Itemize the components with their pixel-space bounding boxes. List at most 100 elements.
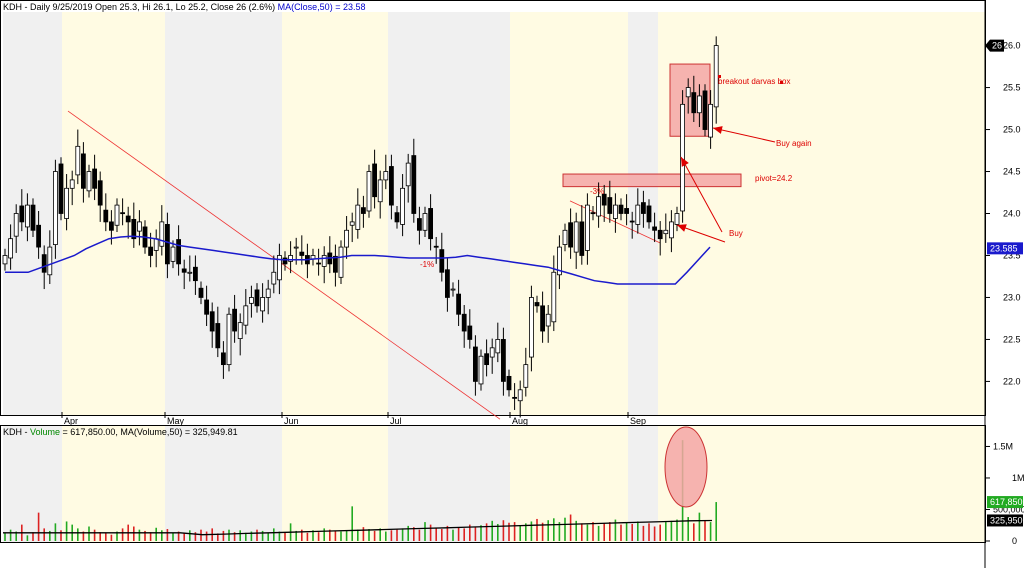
ma-badge-label-bg [987, 242, 1023, 255]
price-tick-label-6: 25.0 [1003, 125, 1021, 135]
candle-body [439, 249, 445, 273]
ma-line [5, 235, 711, 285]
candle-body [702, 90, 708, 130]
candle-body [523, 364, 529, 388]
candle-body [635, 204, 641, 225]
pivot-box [562, 173, 742, 188]
candle-body [529, 297, 534, 358]
candle-body [75, 145, 81, 176]
candle-body [607, 197, 613, 214]
candle-body [338, 246, 344, 278]
price-tick-label-0: 22.0 [1003, 376, 1021, 386]
annotation-breakout-dot-2 [780, 81, 783, 84]
volume-badge-label-bg [987, 496, 1023, 509]
month-label-2: Jun [284, 416, 299, 426]
candle-body [456, 293, 462, 315]
month-label-3: Jul [390, 416, 402, 426]
annotation-pivot: pivot=24.2 [755, 174, 793, 183]
candle-body [641, 202, 646, 214]
price-header: KDH - Daily 9/25/2019 Open 25.3, Hi 26.1… [3, 2, 365, 12]
candle-body [204, 299, 210, 315]
price-tick-label-8: 26.0 [1003, 41, 1021, 51]
volume-band-1 [62, 426, 165, 542]
arrow-buy-again-head [713, 126, 723, 134]
volume-band-2 [165, 426, 282, 542]
candle-body [652, 226, 657, 231]
candle-body [271, 271, 277, 285]
candle-body [30, 204, 36, 231]
candle-body [260, 297, 266, 312]
candle-body [176, 239, 182, 265]
candle-body [557, 246, 562, 276]
price-tick-label-4: 24.0 [1003, 209, 1021, 219]
candle-body [131, 218, 137, 240]
price-band-current [658, 12, 985, 415]
volume-header: KDH - Volume = 617,850.00, MA(Volume,50)… [3, 427, 238, 437]
volume-band-0 [3, 426, 62, 542]
candle-body [226, 313, 232, 366]
candle-body [220, 352, 226, 366]
volume-header-text: = 617,850.00, MA(Volume,50) = 325,949.81 [62, 427, 238, 437]
candle-body [164, 224, 170, 265]
price-tick-label-2: 23.0 [1003, 292, 1021, 302]
candle-body [394, 212, 400, 223]
candle-body [422, 213, 428, 231]
candle-body [388, 166, 394, 206]
candle-body [540, 305, 545, 332]
price-tick-label-5: 24.5 [1003, 167, 1021, 177]
arrow-to-breakout [680, 156, 723, 233]
candle-body [47, 246, 53, 276]
candle-body [86, 171, 92, 192]
candle-body [265, 288, 271, 298]
candle-body [512, 396, 517, 399]
candle-body [288, 255, 294, 262]
candle-body [646, 205, 652, 223]
price-header-text: KDH - Daily 9/25/2019 Open 25.3, Hi 26.1… [3, 2, 276, 12]
candle-body [120, 212, 125, 215]
candle-body [484, 353, 490, 366]
candle-body [349, 221, 355, 226]
volume-badge-label: 617,850 [990, 497, 1023, 507]
candle-body [187, 271, 193, 274]
candle-body [13, 213, 19, 237]
price-tick-label-3: 23.5 [1003, 250, 1021, 260]
candle-body [248, 297, 254, 304]
candle-body [601, 193, 607, 206]
downtrend-line [67, 110, 501, 420]
volume-tick-label-3: 1.5M [993, 441, 1013, 451]
volume-header-prefix: KDH - [3, 427, 30, 437]
candle-body [237, 322, 243, 339]
candle-body [663, 229, 669, 235]
candle-body [405, 162, 411, 187]
candle-body [69, 179, 75, 189]
candle-body [624, 208, 629, 214]
candle-body [657, 229, 663, 240]
candle-body [545, 313, 551, 327]
candle-body [579, 221, 585, 256]
candle-body [8, 238, 14, 259]
volume-band-4 [388, 426, 510, 542]
candle-body [41, 254, 47, 273]
candle-body [534, 302, 540, 307]
candle-body [697, 95, 702, 114]
candle-body [613, 204, 618, 219]
candle-body [450, 288, 456, 291]
candle-body [355, 204, 361, 230]
candle-body [181, 268, 187, 273]
candle-body [551, 271, 557, 323]
volume-ma-badge-label: 325,950 [990, 515, 1023, 525]
arrow-to-breakout-head [681, 157, 689, 167]
candle-body [19, 205, 25, 223]
candle-body [332, 255, 338, 273]
candle-body [254, 289, 260, 307]
month-label-4: Aug [512, 416, 528, 426]
price-band-1 [62, 12, 165, 415]
candle-body [400, 187, 406, 225]
annotation-buy: Buy [729, 229, 743, 238]
candle-body [428, 208, 434, 240]
candle-body [585, 204, 590, 251]
candle-body [478, 355, 484, 385]
candle-body [685, 87, 691, 98]
volume-ma-badge-label-bg [987, 514, 1023, 527]
